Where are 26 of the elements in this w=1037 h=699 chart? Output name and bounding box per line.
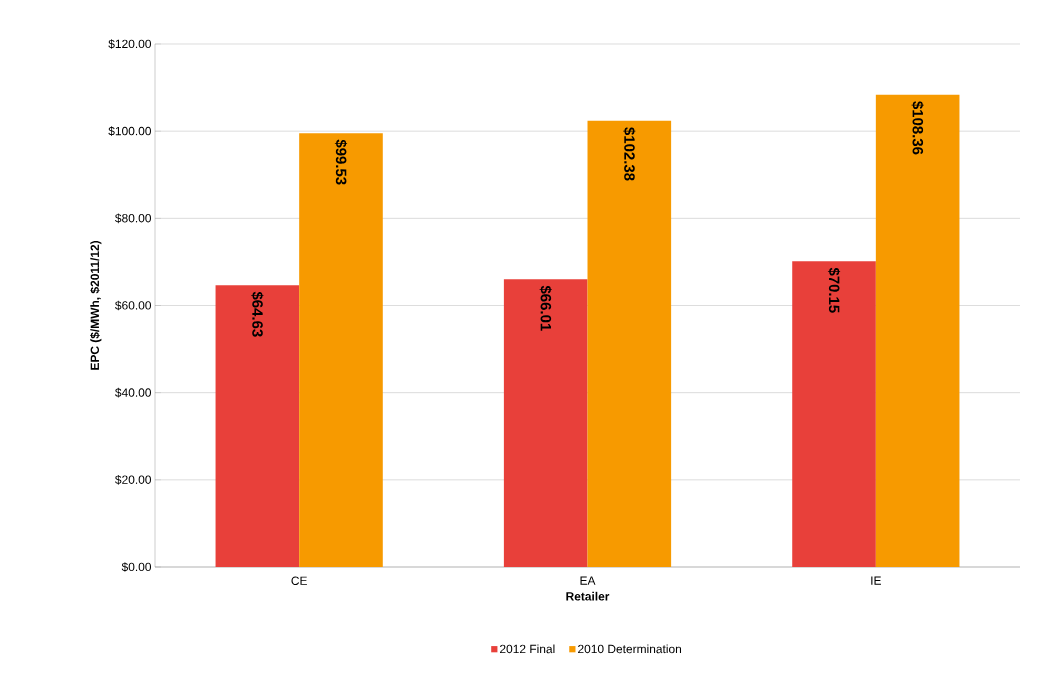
bar — [587, 120, 672, 567]
data-label: $99.53 — [334, 139, 348, 185]
x-axis-title: Retailer — [566, 591, 610, 601]
data-label: $64.63 — [251, 291, 264, 337]
y-tick-label: $120.00 — [108, 39, 152, 49]
data-label: $108.36 — [911, 101, 924, 155]
y-tick-label: $40.00 — [115, 387, 152, 398]
x-tick-label: IE — [871, 576, 881, 585]
y-axis-title: EPC ($/MWh, $2011/12) — [90, 240, 102, 370]
y-tick-label: $60.00 — [115, 300, 152, 311]
y-tick-label: $20.00 — [115, 475, 152, 485]
bar — [299, 133, 383, 567]
legend-label: 2012 Final — [500, 644, 555, 654]
data-label: $102.38 — [623, 127, 636, 181]
x-tick-label: EA — [580, 576, 596, 585]
y-tick-label: $100.00 — [108, 126, 152, 136]
bar — [792, 261, 876, 567]
bar — [875, 94, 960, 567]
y-tick-label: $0.00 — [121, 562, 152, 572]
bar — [215, 285, 300, 567]
legend-label: 2010 Determination — [578, 644, 682, 654]
x-tick-label: CE — [291, 576, 307, 585]
data-label: $70.15 — [827, 267, 841, 313]
data-label: $66.01 — [539, 285, 552, 331]
bar — [503, 279, 588, 567]
y-tick-label: $80.00 — [115, 213, 152, 224]
